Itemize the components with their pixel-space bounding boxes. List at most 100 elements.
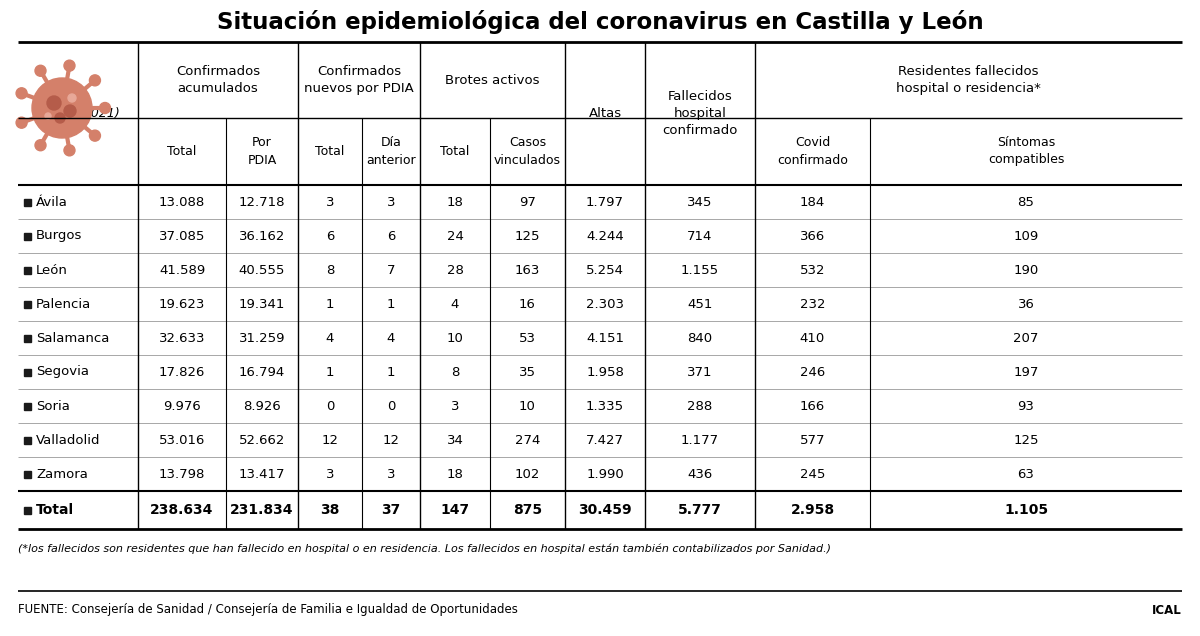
Text: 184: 184 bbox=[800, 195, 826, 209]
Text: 8: 8 bbox=[326, 263, 334, 277]
Text: 1.177: 1.177 bbox=[680, 434, 719, 446]
Circle shape bbox=[68, 94, 76, 102]
Text: 1: 1 bbox=[325, 298, 335, 310]
Text: Salamanca: Salamanca bbox=[36, 331, 109, 345]
Bar bbox=[24, 403, 31, 410]
Text: 13.417: 13.417 bbox=[239, 467, 286, 481]
Text: 2.958: 2.958 bbox=[791, 503, 834, 517]
Text: 875: 875 bbox=[512, 503, 542, 517]
Text: Confirmados
acumulados: Confirmados acumulados bbox=[176, 65, 260, 95]
Text: 53: 53 bbox=[520, 331, 536, 345]
Circle shape bbox=[35, 66, 46, 76]
Text: Por
PDIA: Por PDIA bbox=[247, 137, 277, 167]
Text: 102: 102 bbox=[515, 467, 540, 481]
Text: 36: 36 bbox=[1018, 298, 1034, 310]
Circle shape bbox=[64, 105, 76, 117]
Text: 12: 12 bbox=[383, 434, 400, 446]
Text: Covid
confirmado: Covid confirmado bbox=[778, 137, 848, 167]
Text: 93: 93 bbox=[1018, 399, 1034, 413]
Text: 532: 532 bbox=[799, 263, 826, 277]
Text: 4: 4 bbox=[386, 331, 395, 345]
Text: 38: 38 bbox=[320, 503, 340, 517]
Text: Valladolid: Valladolid bbox=[36, 434, 101, 446]
Text: 451: 451 bbox=[688, 298, 713, 310]
Text: 1.335: 1.335 bbox=[586, 399, 624, 413]
Circle shape bbox=[16, 117, 28, 128]
Text: 2.303: 2.303 bbox=[586, 298, 624, 310]
Text: 4: 4 bbox=[326, 331, 334, 345]
Text: Total: Total bbox=[316, 145, 344, 158]
Text: 19.623: 19.623 bbox=[158, 298, 205, 310]
Text: 10: 10 bbox=[446, 331, 463, 345]
Text: Ávila: Ávila bbox=[36, 195, 68, 209]
Circle shape bbox=[32, 78, 92, 138]
Text: Confirmados
nuevos por PDIA: Confirmados nuevos por PDIA bbox=[304, 65, 414, 95]
Circle shape bbox=[100, 102, 110, 113]
Circle shape bbox=[55, 113, 65, 123]
Text: 125: 125 bbox=[515, 230, 540, 242]
Text: 190: 190 bbox=[1013, 263, 1039, 277]
Text: 13.088: 13.088 bbox=[158, 195, 205, 209]
Text: 1: 1 bbox=[386, 366, 395, 378]
Text: 163: 163 bbox=[515, 263, 540, 277]
Text: Burgos: Burgos bbox=[36, 230, 83, 242]
Text: 6: 6 bbox=[326, 230, 334, 242]
Text: (*los fallecidos son residentes que han fallecido en hospital o en residencia. L: (*los fallecidos son residentes que han … bbox=[18, 544, 830, 554]
Text: 10: 10 bbox=[520, 399, 536, 413]
Text: 238.634: 238.634 bbox=[150, 503, 214, 517]
Text: 40.555: 40.555 bbox=[239, 263, 286, 277]
Bar bbox=[24, 506, 31, 513]
Text: Residentes fallecidos
hospital o residencia*: Residentes fallecidos hospital o residen… bbox=[896, 65, 1040, 95]
Circle shape bbox=[90, 130, 101, 141]
Text: Día
anterior: Día anterior bbox=[366, 137, 416, 167]
Text: Total: Total bbox=[36, 503, 74, 517]
Text: 35: 35 bbox=[520, 366, 536, 378]
Circle shape bbox=[46, 113, 50, 119]
Text: 207: 207 bbox=[1013, 331, 1039, 345]
Text: Altas: Altas bbox=[588, 107, 622, 120]
Text: Total: Total bbox=[440, 145, 469, 158]
Bar bbox=[24, 233, 31, 240]
Text: 4.151: 4.151 bbox=[586, 331, 624, 345]
Text: 4: 4 bbox=[451, 298, 460, 310]
Text: 1.105: 1.105 bbox=[1004, 503, 1048, 517]
Circle shape bbox=[64, 145, 74, 156]
Text: 3: 3 bbox=[386, 195, 395, 209]
Text: 3: 3 bbox=[325, 195, 335, 209]
Text: Situación epidemiológica del coronavirus en Castilla y León: Situación epidemiológica del coronavirus… bbox=[217, 10, 983, 34]
Bar bbox=[24, 198, 31, 205]
Text: 7: 7 bbox=[386, 263, 395, 277]
Text: 125: 125 bbox=[1013, 434, 1039, 446]
Bar bbox=[24, 300, 31, 307]
Text: 371: 371 bbox=[688, 366, 713, 378]
Text: 345: 345 bbox=[688, 195, 713, 209]
Text: 109: 109 bbox=[1013, 230, 1039, 242]
Text: 41.589: 41.589 bbox=[158, 263, 205, 277]
Text: 19.341: 19.341 bbox=[239, 298, 286, 310]
Text: 97: 97 bbox=[520, 195, 536, 209]
Text: 410: 410 bbox=[800, 331, 826, 345]
Text: 5.254: 5.254 bbox=[586, 263, 624, 277]
Text: 37: 37 bbox=[382, 503, 401, 517]
Text: Soria: Soria bbox=[36, 399, 70, 413]
Text: 52.662: 52.662 bbox=[239, 434, 286, 446]
Text: 166: 166 bbox=[800, 399, 826, 413]
Text: FUENTE: Consejería de Sanidad / Consejería de Familia e Igualdad de Oportunidade: FUENTE: Consejería de Sanidad / Consejer… bbox=[18, 604, 518, 616]
Bar bbox=[24, 436, 31, 443]
Text: Segovia: Segovia bbox=[36, 366, 89, 378]
Text: Casos
vinculados: Casos vinculados bbox=[494, 137, 562, 167]
Text: 7.427: 7.427 bbox=[586, 434, 624, 446]
Text: 34: 34 bbox=[446, 434, 463, 446]
Bar bbox=[24, 335, 31, 342]
Circle shape bbox=[90, 75, 101, 86]
Text: 12: 12 bbox=[322, 434, 338, 446]
Text: 24: 24 bbox=[446, 230, 463, 242]
Text: 245: 245 bbox=[800, 467, 826, 481]
Text: 232: 232 bbox=[799, 298, 826, 310]
Text: 63: 63 bbox=[1018, 467, 1034, 481]
Text: 4.244: 4.244 bbox=[586, 230, 624, 242]
Bar bbox=[24, 266, 31, 273]
Text: Total: Total bbox=[167, 145, 197, 158]
Text: 197: 197 bbox=[1013, 366, 1039, 378]
Text: 16: 16 bbox=[520, 298, 536, 310]
